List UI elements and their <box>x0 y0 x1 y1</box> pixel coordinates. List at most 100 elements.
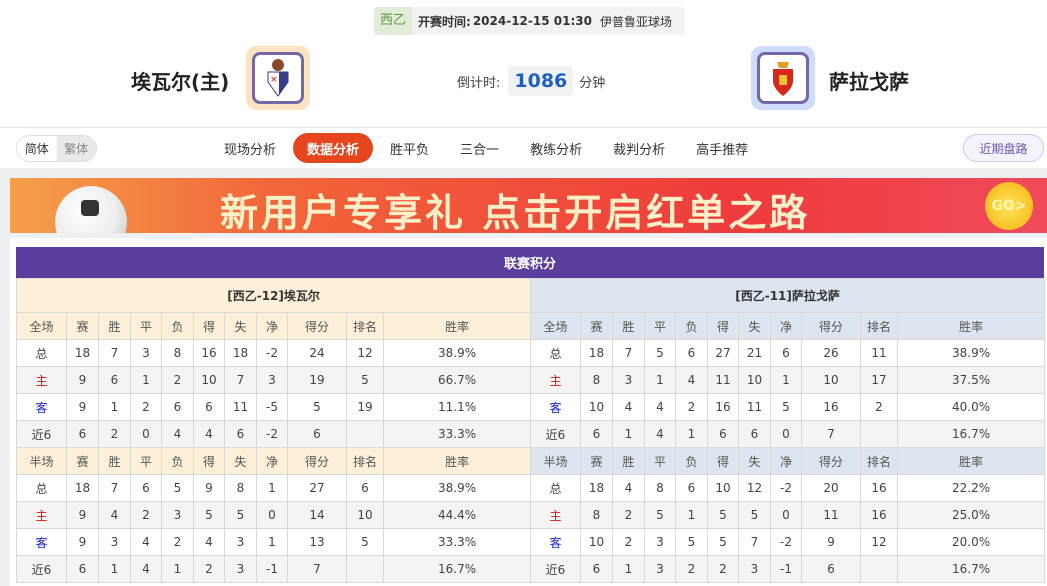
nav-tab[interactable]: 现场分析 <box>224 142 277 158</box>
countdown-label: 倒计时: <box>457 75 501 91</box>
row-label: 总 <box>530 339 581 367</box>
lang-simplified[interactable]: 简体 <box>24 142 49 156</box>
cell: 21 <box>738 339 771 367</box>
venue: 伊普鲁亚球场 <box>599 14 672 29</box>
nav-tab[interactable]: 数据分析 <box>293 133 374 163</box>
standings-title: 联赛积分 <box>16 247 1044 278</box>
cell: 6 <box>707 420 739 448</box>
table-row: 近6 6 1 4 1 2 3 -1 7 16.7% <box>16 555 532 583</box>
header-row: 全场赛胜平负得失净得分 排名 胜率 <box>530 312 1046 340</box>
cell: 5 <box>287 393 347 421</box>
go-button[interactable]: GO> <box>985 182 1033 230</box>
cell: 1 <box>675 501 708 529</box>
table-row: 主 9 6 1 2 10 7 3 19 5 66.7% <box>16 366 532 394</box>
cell: 6 <box>161 393 194 421</box>
table-row: 主 8 2 5 1 5 5 0 11 16 25.0% <box>530 501 1046 529</box>
banner-text: 新用户专享礼 点击开启红单之路 <box>220 191 811 233</box>
away-team-logo[interactable] <box>751 46 815 110</box>
cell: 1 <box>161 555 194 583</box>
column-header: 负 <box>675 447 708 475</box>
column-header: 负 <box>161 312 194 340</box>
column-header: 失 <box>224 447 257 475</box>
column-header: 得分 <box>287 447 347 475</box>
cell: 9 <box>66 501 99 529</box>
table-row: 近6 6 2 0 4 4 6 -2 6 33.3% <box>16 420 532 448</box>
svg-text:×: × <box>270 75 278 85</box>
column-header: 得分 <box>287 312 347 340</box>
away-team-name[interactable]: 萨拉戈萨 <box>829 70 909 94</box>
section-label: 全场 <box>530 312 581 340</box>
promo-banner[interactable]: 新用户专享礼 点击开启红单之路 GO> <box>10 178 1047 233</box>
home-team-logo[interactable]: × <box>246 46 310 110</box>
row-label: 客 <box>530 393 581 421</box>
cell: 16 <box>707 393 739 421</box>
column-header: 得 <box>193 447 225 475</box>
table-row: 客 10 4 4 2 16 11 5 16 2 40.0% <box>530 393 1046 421</box>
cell: 5 <box>770 393 802 421</box>
table-row: 近6 6 1 3 2 2 3 -1 6 16.7% <box>530 555 1046 583</box>
column-header: 平 <box>130 447 162 475</box>
countdown: 倒计时: 1086 分钟 <box>457 66 605 96</box>
cell: 8 <box>644 474 676 502</box>
cell: 1 <box>612 555 645 583</box>
cell: 3 <box>98 528 131 556</box>
nav-tab[interactable]: 高手推荐 <box>696 142 749 158</box>
column-header: 负 <box>161 447 194 475</box>
home-team-name[interactable]: 埃瓦尔(主) <box>131 70 230 94</box>
cell: 18 <box>66 474 99 502</box>
nav-tab[interactable]: 胜平负 <box>390 142 430 158</box>
cell: 4 <box>98 501 131 529</box>
column-header: 净 <box>256 312 288 340</box>
nav-tab[interactable]: 三合一 <box>460 142 500 158</box>
nav-tab[interactable]: 教练分析 <box>530 142 583 158</box>
cell: 6 <box>193 393 225 421</box>
cell: 11 <box>801 501 861 529</box>
analysis-nav: 现场分析 数据分析 胜平负 三合一 教练分析 裁判分析 高手推荐 <box>210 133 765 163</box>
cell: 27 <box>287 474 347 502</box>
lang-traditional[interactable]: 繁体 <box>56 136 96 161</box>
column-header: 失 <box>738 312 771 340</box>
match-info-bar: 西乙 开赛时间: 2024-12-15 01:30 伊普鲁亚球场 <box>374 7 685 35</box>
league-badge[interactable]: 西乙 <box>374 7 413 35</box>
cell: 17 <box>860 366 898 394</box>
cell: 4 <box>644 393 676 421</box>
cell: 8 <box>224 474 257 502</box>
cell: 3 <box>644 528 676 556</box>
cell: 38.9% <box>382 339 532 367</box>
cell: 6 <box>346 474 384 502</box>
cell: 13 <box>287 528 347 556</box>
cell: 5 <box>738 501 771 529</box>
cell: 6 <box>130 474 162 502</box>
table-row: 近6 6 1 4 1 6 6 0 7 16.7% <box>530 420 1046 448</box>
cell: 25.0% <box>896 501 1046 529</box>
cell: 4 <box>130 528 162 556</box>
nav-tab[interactable]: 裁判分析 <box>613 142 666 158</box>
column-header: 胜率 <box>382 447 532 475</box>
column-header: 胜 <box>612 312 645 340</box>
table-row: 客 9 1 2 6 6 11 -5 5 19 11.1% <box>16 393 532 421</box>
cell: 10 <box>738 366 771 394</box>
row-label: 总 <box>16 339 67 367</box>
cell: 12 <box>860 528 898 556</box>
row-label: 近6 <box>16 555 67 583</box>
cell: 3 <box>644 555 676 583</box>
divider <box>0 127 1047 128</box>
cell: 1 <box>256 474 288 502</box>
cell: 6 <box>66 420 99 448</box>
cell: 18 <box>224 339 257 367</box>
cell: 11.1% <box>382 393 532 421</box>
cell: 2 <box>98 420 131 448</box>
cell: 33.3% <box>382 528 532 556</box>
column-header: 净 <box>770 447 802 475</box>
cell: 33.3% <box>382 420 532 448</box>
team-title: [西乙-12]埃瓦尔 <box>15 278 532 313</box>
cell: 4 <box>161 420 194 448</box>
column-header: 净 <box>770 312 802 340</box>
cell: 4 <box>612 393 645 421</box>
cell: -1 <box>256 555 288 583</box>
recent-odds-button[interactable]: 近期盘路 <box>963 134 1044 162</box>
column-header: 赛 <box>66 312 99 340</box>
cell: 5 <box>224 501 257 529</box>
row-label: 客 <box>16 393 67 421</box>
cell: 2 <box>612 501 645 529</box>
